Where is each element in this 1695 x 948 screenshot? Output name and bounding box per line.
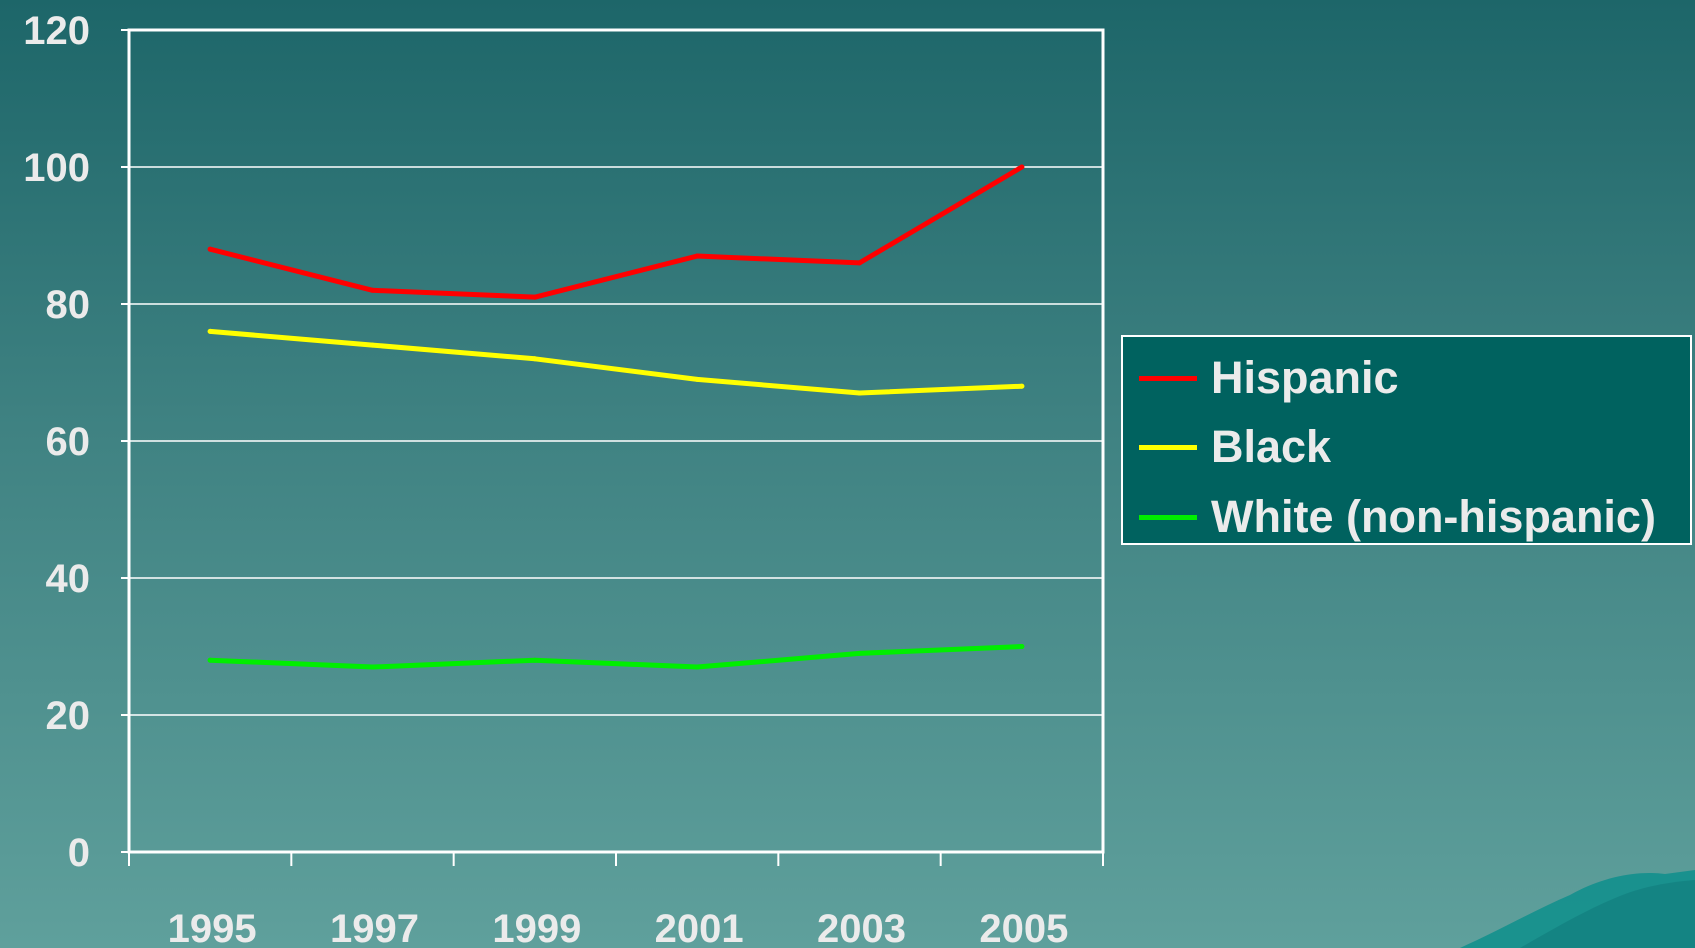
x-tick-label-2003: 2003 [817, 907, 906, 948]
series-lines [207, 164, 1025, 670]
data-point-hispanic-2001 [694, 253, 700, 259]
data-point-white-non-hispanic-1999 [532, 657, 538, 663]
legend-label-black: Black [1211, 421, 1332, 472]
gridlines [129, 166, 1103, 716]
x-tick-label-1997: 1997 [330, 907, 419, 948]
decorative-wave-graphic [1460, 870, 1695, 948]
data-point-black-1997 [370, 342, 375, 348]
x-axis-ticks: 1995 1997 1999 2001 2003 2005 [128, 852, 1104, 948]
y-tick-label-60: 60 [46, 420, 91, 464]
series-line-hispanic [207, 164, 1025, 300]
data-point-white-non-hispanic-2001 [694, 664, 700, 670]
y-tick-label-20: 20 [46, 694, 91, 738]
data-point-black-2005 [1019, 383, 1025, 389]
data-point-black-1995 [207, 328, 213, 334]
data-point-hispanic-2005 [1019, 164, 1025, 170]
legend-swatch-black [1139, 444, 1197, 450]
x-tick-label-2005: 2005 [979, 907, 1068, 948]
y-tick-label-40: 40 [46, 557, 91, 601]
y-axis-ticks: 0 20 40 60 80 100 120 [23, 9, 129, 875]
y-tick-label-100: 100 [23, 146, 90, 190]
data-point-hispanic-1995 [207, 246, 213, 252]
x-tick-label-2001: 2001 [655, 907, 744, 948]
legend-label-hispanic: Hispanic [1211, 352, 1399, 403]
legend-swatch-white-non-hispanic [1139, 514, 1197, 520]
data-point-white-non-hispanic-1995 [207, 657, 213, 663]
legend-item-black: Black [1139, 417, 1331, 477]
data-point-white-non-hispanic-1997 [370, 664, 375, 670]
series-line-black [207, 328, 1025, 396]
legend-item-hispanic: Hispanic [1139, 348, 1399, 408]
data-point-hispanic-1997 [370, 287, 375, 293]
y-tick-label-0: 0 [68, 831, 90, 875]
legend-item-white-non-hispanic: White (non-hispanic) [1139, 487, 1656, 547]
legend-label-white-non-hispanic: White (non-hispanic) [1211, 491, 1656, 542]
data-point-white-non-hispanic-2005 [1019, 644, 1025, 649]
legend: Hispanic Black White (non-hispanic) [1121, 335, 1692, 545]
legend-swatch-hispanic [1139, 375, 1197, 381]
data-point-hispanic-2003 [857, 260, 862, 266]
x-tick-label-1995: 1995 [168, 907, 257, 948]
data-point-black-1999 [532, 356, 538, 362]
series-line-white-non-hispanic [207, 644, 1025, 670]
data-point-white-non-hispanic-2003 [857, 650, 862, 656]
data-point-black-2003 [857, 390, 862, 396]
y-tick-label-120: 120 [23, 9, 90, 53]
y-tick-label-80: 80 [46, 283, 91, 327]
x-tick-label-1999: 1999 [492, 907, 581, 948]
data-point-black-2001 [694, 376, 700, 382]
data-point-hispanic-1999 [532, 294, 538, 300]
